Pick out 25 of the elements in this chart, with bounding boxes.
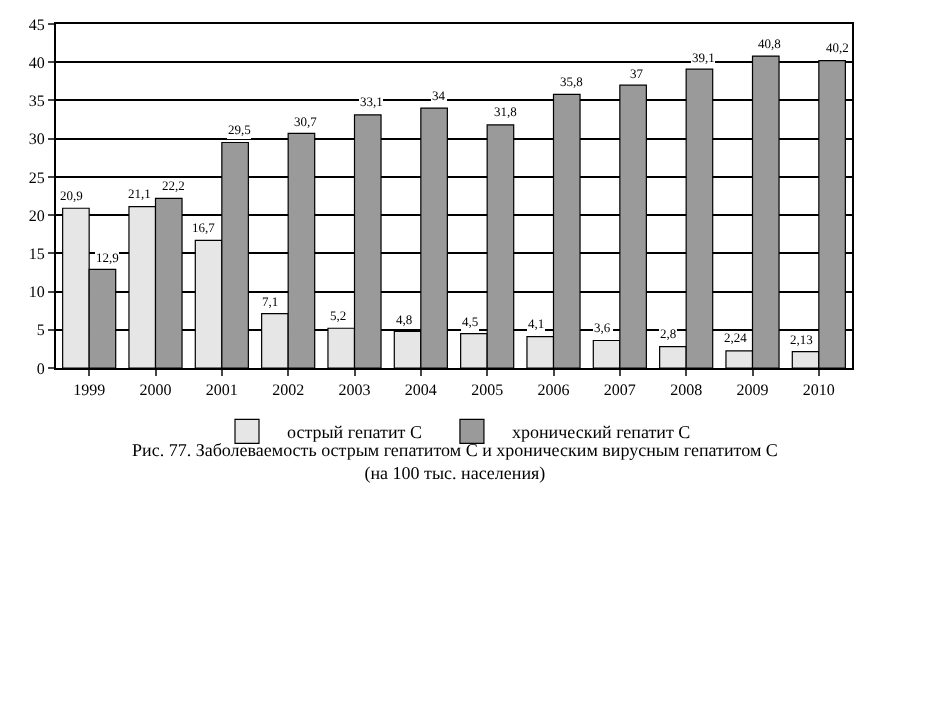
x-tick-label: 2010 <box>802 381 835 400</box>
x-tick-label: 2007 <box>603 381 636 400</box>
x-tick-label: 2002 <box>272 381 305 400</box>
x-tick-label: 2000 <box>139 381 172 400</box>
legend-label: острый гепатит С <box>287 422 422 443</box>
x-tick-label: 2006 <box>537 381 570 400</box>
x-tick-label: 2003 <box>338 381 371 400</box>
y-tick-label: 5 <box>36 321 45 340</box>
legend-label: хронический гепатит С <box>511 422 691 443</box>
y-tick-label: 35 <box>28 92 45 111</box>
y-tick-label: 10 <box>28 283 45 302</box>
x-tick-label: 2008 <box>670 381 703 400</box>
y-tick-label: 45 <box>28 15 45 34</box>
text: Рис. 77. Заболеваемость острым гепатитом С и хроническим вирусным гепатитом С (на 100 тыс. населения) <box>132 440 778 484</box>
x-tick-label: 2004 <box>404 381 437 400</box>
y-tick-label: 20 <box>28 206 45 225</box>
y-tick-label: 40 <box>28 53 45 72</box>
y-tick-label: 15 <box>28 244 45 263</box>
y-tick-label: 25 <box>28 168 45 187</box>
y-tick-label: 30 <box>28 130 45 149</box>
x-tick-label: 2009 <box>736 381 769 400</box>
y-tick-label: 0 <box>36 359 45 378</box>
x-tick-label: 2001 <box>205 381 238 400</box>
x-tick-label: 1999 <box>73 381 106 400</box>
x-tick-label: 2005 <box>471 381 504 400</box>
